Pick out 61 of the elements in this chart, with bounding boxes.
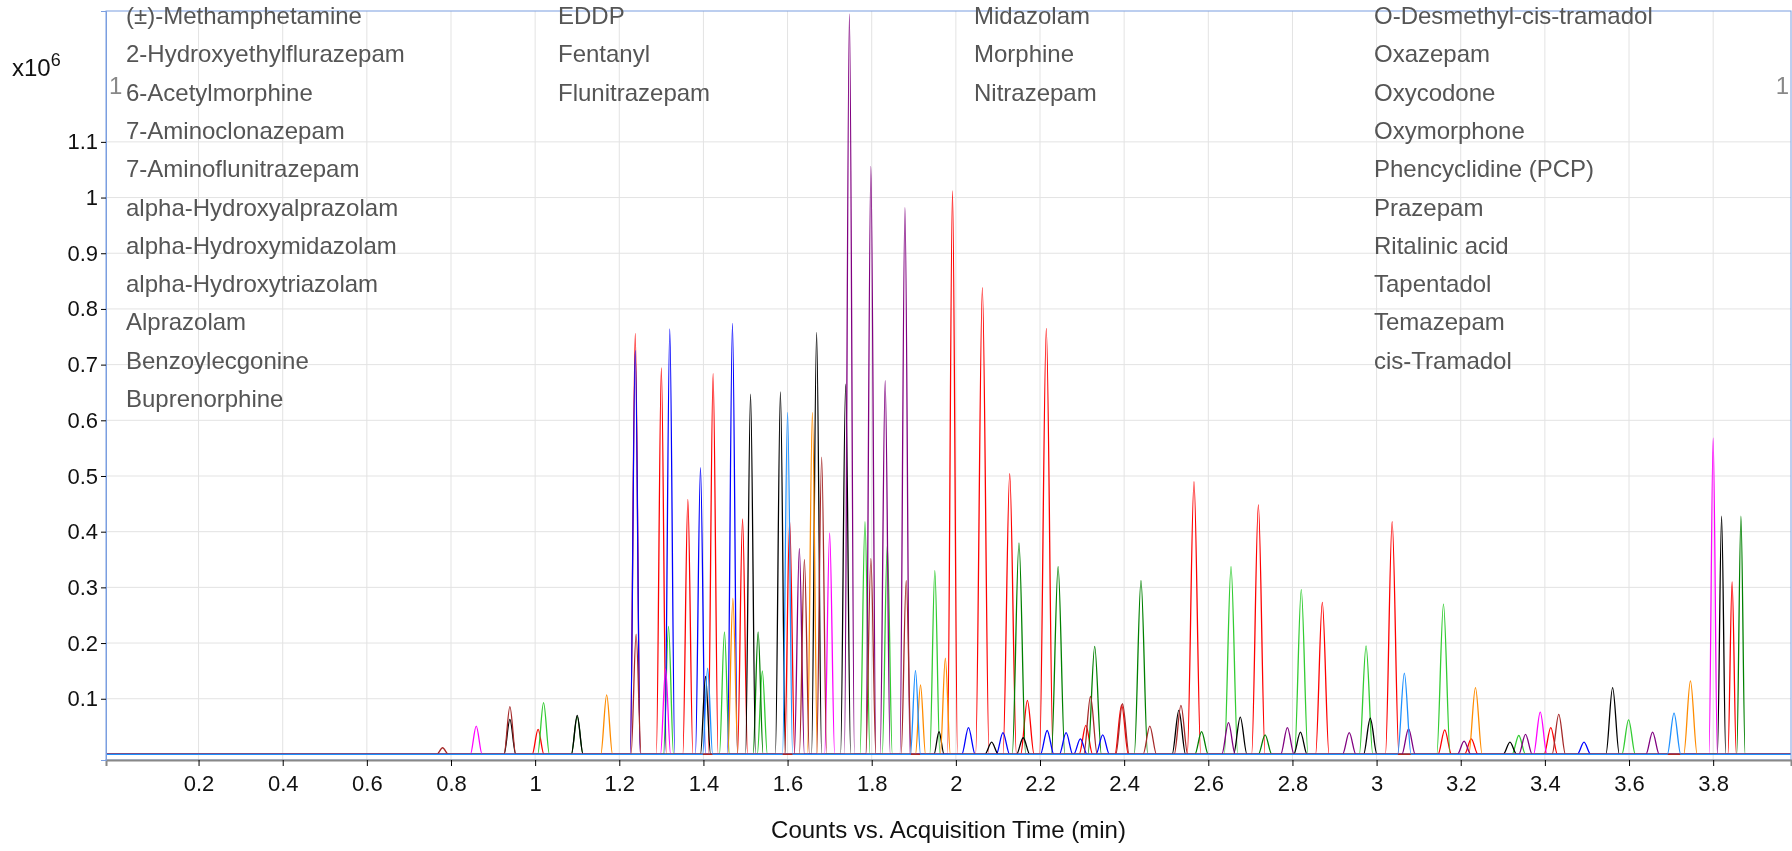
annotation: Alprazolam <box>126 308 247 336</box>
x-tick-label: 0.2 <box>183 771 215 796</box>
y-tick-label: 0.5 <box>67 463 98 489</box>
annotation: 1 <box>109 72 123 99</box>
annotation: O-Desmethyl-cis-tramadol <box>1374 2 1653 29</box>
x-tick-label: 2.4 <box>1109 771 1140 796</box>
x-tick-label: 0.8 <box>436 771 467 796</box>
annotation: Temazepam <box>1374 308 1505 336</box>
x-tick-label: 1.6 <box>772 771 804 796</box>
x-tick-label: 3 <box>1370 771 1384 796</box>
x-tick-label: 1.4 <box>688 771 720 796</box>
annotation: Morphine <box>974 40 1075 68</box>
x-tick-label: 3.8 <box>1698 771 1729 796</box>
annotation: Ritalinic acid <box>1374 231 1509 259</box>
annotation: Oxycodone <box>1374 78 1496 106</box>
y-tick-label: 0.7 <box>67 352 98 378</box>
annotation: Oxymorphone <box>1374 116 1525 144</box>
annotation: 6-Acetylmorphine <box>126 78 313 106</box>
annotation: Prazepam <box>1374 193 1484 221</box>
y-axis-title: x10$^{6}$ <box>12 50 61 81</box>
x-tick-label: 3.6 <box>1614 771 1645 796</box>
annotation: EDDP <box>558 2 625 29</box>
annotation: 1 <box>1775 72 1789 99</box>
annotation: alpha-Hydroxyalprazolam <box>126 193 399 221</box>
annotation: Tapentadol <box>1374 270 1492 298</box>
annotation: 2-Hydroxyethylflurazepam <box>126 40 405 68</box>
annotation: Fentanyl <box>558 40 651 68</box>
annotation: alpha-Hydroxytriazolam <box>126 270 379 298</box>
x-tick-label: 1.2 <box>604 771 636 796</box>
x-tick-label: 0.4 <box>267 771 299 796</box>
y-tick-label: 0.1 <box>67 686 98 712</box>
x-tick-label: 3.2 <box>1445 771 1477 796</box>
annotation: (±)-Methamphetamine <box>126 2 362 29</box>
x-tick-label: 2.2 <box>1025 771 1056 796</box>
y-tick-label: 0.2 <box>67 630 98 656</box>
y-tick-label: 0.3 <box>67 574 98 600</box>
x-tick-label: 2.6 <box>1193 771 1225 796</box>
y-tick-label: 1 <box>85 185 98 211</box>
x-axis-title: Counts vs. Acquisition Time (min) <box>771 816 1126 843</box>
x-tick-label: 2.8 <box>1277 771 1309 796</box>
annotation: Midazolam <box>974 2 1091 29</box>
annotation: alpha-Hydroxymidazolam <box>126 231 397 259</box>
y-tick-label: 1.1 <box>67 129 98 155</box>
annotation: Flunitrazepam <box>558 78 711 106</box>
y-tick-label: 0.9 <box>67 240 98 266</box>
annotation: cis-Tramadol <box>1374 346 1512 374</box>
annotation: Oxazepam <box>1374 40 1491 68</box>
y-tick-label: 0.6 <box>67 407 98 433</box>
y-tick-label: 0.8 <box>67 296 98 322</box>
annotation: 7-Aminoclonazepam <box>126 116 345 144</box>
annotation: Nitrazepam <box>974 78 1097 106</box>
y-tick-label: 0.4 <box>67 519 98 545</box>
x-tick-label: 1 <box>529 771 542 796</box>
x-tick-label: 2 <box>950 771 963 796</box>
x-tick-label: 1.8 <box>856 771 888 796</box>
x-tick-label: 3.4 <box>1530 771 1561 796</box>
annotation: Benzoylecgonine <box>126 346 309 374</box>
x-tick-label: 0.6 <box>352 771 383 796</box>
annotation: Buprenorphine <box>126 385 284 412</box>
annotation: 7-Aminoflunitrazepam <box>126 155 360 183</box>
annotation: Phencyclidine (PCP) <box>1374 155 1595 183</box>
